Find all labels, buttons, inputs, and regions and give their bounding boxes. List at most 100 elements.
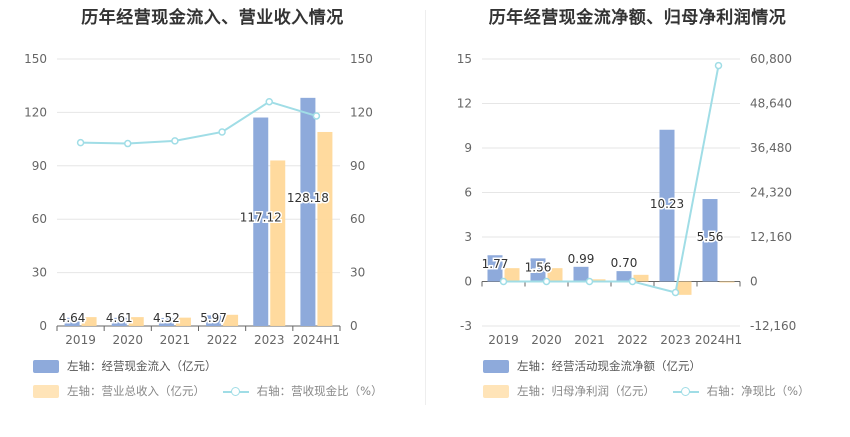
bar-primary [659, 129, 675, 282]
bar-data-label: 1.77 [482, 257, 509, 271]
y-left-tick-label: 15 [457, 52, 472, 66]
y-right-tick-label: 48,640 [750, 97, 792, 111]
panel-divider [425, 10, 426, 405]
legend-label: 右轴：净现比（%） [706, 384, 810, 398]
bar-secondary [633, 274, 649, 282]
ratio-point [218, 128, 226, 136]
y-right-tick-label: 60,800 [750, 52, 792, 66]
bar-primary [111, 317, 127, 326]
x-tick-label: 2023 [660, 333, 691, 347]
bar-secondary [81, 317, 97, 326]
bar-data-label: 5.56 [697, 230, 724, 244]
legend-swatch-bar-blue [483, 359, 509, 373]
y-left-tick-label: 0 [39, 319, 47, 333]
bar-secondary [175, 317, 191, 326]
bar-primary [487, 255, 503, 282]
chart-right-plot: -3 0 3 6 9 12 15 -12,160 0 12,160 24,320 36,480 48,6… [457, 52, 797, 347]
bar-primary [530, 258, 546, 282]
bar-secondary [719, 281, 735, 283]
legend-item-revenue[interactable]: 左轴：营业总收入（亿元） [33, 383, 205, 399]
x-tick-label: 2019 [65, 333, 96, 347]
y-left-tick-label: 30 [32, 266, 47, 280]
legend-item-cash-inflow[interactable]: 左轴：经营现金流入（亿元） [33, 358, 217, 374]
legend-item-net-cash[interactable]: 左轴：经营活动现金流净额（亿元） [483, 358, 701, 374]
bar-secondary [504, 268, 520, 282]
legend-label: 左轴：归母净利润（亿元） [517, 384, 655, 398]
x-tick-label: 2024H1 [293, 333, 340, 347]
ratio-line [503, 65, 720, 294]
bar-data-label: 10.23 [650, 197, 684, 211]
bar-secondary [223, 314, 239, 326]
chart-title-left: 历年经营现金流入、营业收入情况 [81, 8, 344, 28]
y-left-tick-label: 0 [464, 275, 472, 289]
y-left-tick-label: 6 [464, 186, 472, 200]
legend-item-net-profit[interactable]: 左轴：归母净利润（亿元） [483, 383, 655, 399]
y-right-tick-label: 12,160 [750, 230, 792, 244]
ratio-point [499, 277, 508, 286]
bar-primary [616, 271, 632, 282]
legend-label: 左轴：经营活动现金流净额（亿元） [517, 359, 701, 373]
bar-secondary [128, 317, 144, 326]
ratio-point [585, 277, 594, 286]
y-left-tick-label: 3 [464, 230, 472, 244]
bar-data-label: 1.56 [525, 260, 552, 274]
y-right-tick-label: -12,160 [750, 319, 796, 333]
legend-swatch-bar-orange [483, 384, 509, 398]
y-left-tick-label: 120 [24, 105, 47, 119]
bar-secondary [590, 279, 606, 282]
ratio-point [76, 138, 85, 147]
bar-data-label: 117.12 [240, 211, 282, 225]
y-right-tick-label: 90 [350, 159, 365, 173]
x-tick-label: 2023 [254, 333, 285, 347]
bar-secondary [547, 268, 563, 282]
legend-label: 右轴：营收现金比（%） [256, 384, 383, 398]
bar-secondary [676, 281, 692, 295]
x-tick-label: 2020 [531, 333, 562, 347]
bar-data-label: 4.64 [59, 311, 86, 325]
y-right-tick-label: 30 [350, 266, 365, 280]
ratio-point [171, 137, 179, 145]
ratio-point [312, 112, 321, 120]
x-tick-label: 2021 [574, 333, 605, 347]
y-left-tick-label: 9 [464, 141, 472, 155]
y-left-tick-label: -3 [460, 319, 472, 333]
bar-primary [253, 117, 269, 326]
y-right-tick-label: 0 [750, 275, 758, 289]
chart-title-right: 历年经营现金流净额、归母净利润情况 [488, 8, 787, 28]
bar-primary [300, 97, 316, 326]
legend-swatch-bar-blue [33, 359, 59, 373]
bar-data-label: 4.61 [106, 311, 133, 325]
y-left-tick-label: 150 [24, 52, 47, 66]
legend-swatch-line [672, 385, 699, 398]
y-right-tick-label: 60 [350, 212, 365, 226]
ratio-point [265, 97, 273, 106]
x-tick-label: 2024H1 [695, 333, 742, 347]
y-left-tick-label: 90 [32, 159, 47, 173]
x-tick-label: 2021 [160, 333, 191, 347]
legend-item-net-cash-ratio[interactable]: 右轴：净现比（%） [672, 383, 810, 399]
bar-data-label: 4.52 [153, 311, 180, 325]
legend-swatch-line [222, 385, 249, 398]
ratio-line [80, 100, 317, 145]
bar-primary [206, 315, 222, 326]
y-right-tick-label: 150 [350, 52, 373, 66]
y-right-tick-label: 36,480 [750, 141, 792, 155]
y-right-tick-label: 24,320 [750, 186, 792, 200]
chart-panel-right: 历年经营现金流净额、归母净利润情况 -3 0 3 6 9 12 15 -12,160 0 12,1… [425, 0, 850, 437]
ratio-point [671, 288, 680, 297]
y-left-tick-label: 60 [32, 212, 47, 226]
x-tick-label: 2022 [207, 333, 238, 347]
ratio-point [714, 61, 723, 70]
y-left-tick-label: 12 [457, 97, 472, 111]
legend-label: 左轴：经营现金流入（亿元） [67, 359, 217, 373]
y-right-tick-label: 120 [350, 105, 373, 119]
chart-panel-left: 历年经营现金流入、营业收入情况 0 30 60 90 120 150 0 30 60 90 120 1… [24, 8, 383, 399]
bar-primary [64, 317, 80, 326]
y-right-tick-label: 0 [350, 319, 358, 333]
bar-secondary [317, 131, 333, 326]
legend-item-ratio[interactable]: 右轴：营收现金比（%） [222, 383, 383, 399]
bar-primary [702, 199, 718, 282]
bar-data-label: 0.99 [568, 252, 595, 266]
x-tick-label: 2022 [617, 333, 648, 347]
x-tick-label: 2019 [488, 333, 519, 347]
